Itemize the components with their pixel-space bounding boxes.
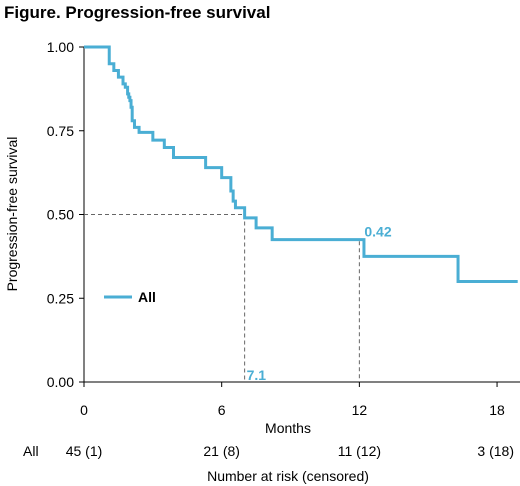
- risk-value: 45 (1): [66, 443, 103, 459]
- y-tick-label: 1.00: [47, 39, 74, 55]
- risk-table-title: Number at risk (censored): [207, 468, 369, 484]
- median-annotation: 7.1: [247, 367, 267, 383]
- x-axis-ticks: 0 6 12 18: [80, 382, 505, 418]
- risk-values: 45 (1) 21 (8) 11 (12) 3 (18): [66, 443, 514, 459]
- y-tick-label: 0.50: [47, 207, 74, 223]
- y-axis-title: Progression-free survival: [4, 137, 20, 292]
- km-curve-all: [84, 45, 518, 283]
- x-axis-title: Months: [265, 420, 311, 436]
- legend: All: [104, 289, 156, 305]
- legend-label-all: All: [138, 289, 156, 305]
- x-tick-label: 0: [80, 402, 88, 418]
- risk-table: All 45 (1) 21 (8) 11 (12) 3 (18) Number at …: [23, 443, 514, 484]
- annotations: 7.1 0.42: [247, 223, 392, 383]
- y-tick-label: 0.75: [47, 123, 74, 139]
- y-axis-ticks: 0.00 0.25 0.50 0.75 1.00: [47, 39, 84, 390]
- risk-value: 11 (12): [338, 443, 381, 459]
- x-tick-label: 12: [352, 402, 368, 418]
- landmark-annotation: 0.42: [364, 223, 391, 239]
- risk-row-label: All: [23, 443, 39, 459]
- risk-value: 21 (8): [203, 443, 240, 459]
- risk-value: 3 (18): [477, 443, 514, 459]
- figure-title: Figure. Progression-free survival: [4, 3, 271, 22]
- x-tick-label: 18: [489, 402, 505, 418]
- y-tick-label: 0.25: [47, 290, 74, 306]
- y-tick-label: 0.00: [47, 374, 74, 390]
- reference-lines: [84, 214, 360, 382]
- x-tick-label: 6: [218, 402, 226, 418]
